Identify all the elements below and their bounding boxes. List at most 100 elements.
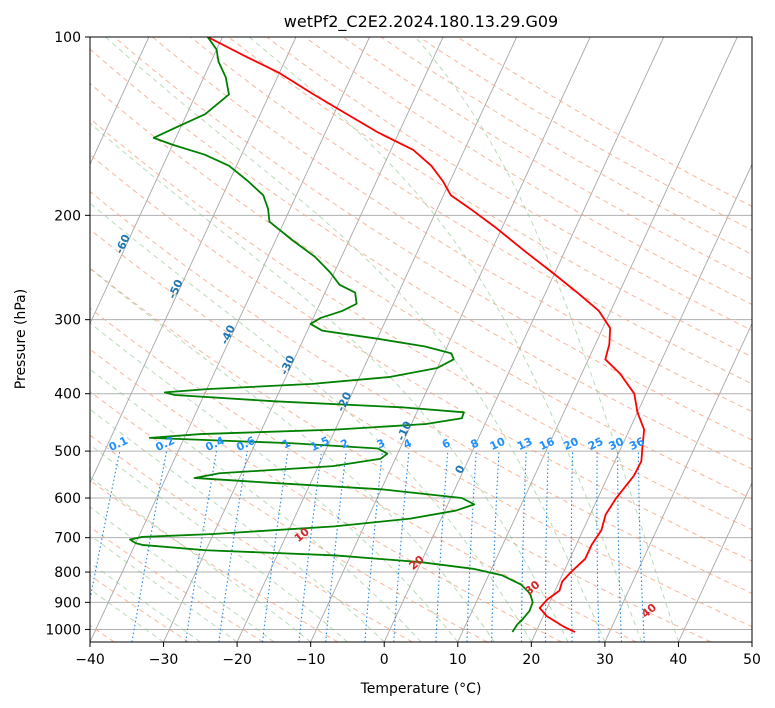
mixing-ratio-line — [261, 451, 289, 642]
mixing-ratio-line — [364, 451, 383, 642]
dry-adiabat-line — [152, 37, 752, 413]
y-tick-label: 900 — [54, 595, 81, 611]
y-tick-label: 1000 — [45, 622, 81, 638]
mixing-ratio-line — [185, 451, 218, 642]
moist-adiabat-line — [90, 588, 164, 642]
axis-ticks: −40 −30 −20 −10 0 10 20 30 40 50 100 200 300 400 500 60… — [45, 30, 761, 668]
moist-adiabat-line — [90, 267, 495, 642]
mixing-ratio-line — [596, 451, 600, 642]
isotherm-label: -80 — [12, 131, 32, 155]
isotherm-label: 0 — [453, 463, 468, 476]
dry-adiabat-line — [90, 526, 264, 642]
x-tick-label: 30 — [596, 652, 614, 668]
x-tick-label: −20 — [222, 652, 252, 668]
isotherm-label: -40 — [218, 323, 238, 347]
y-tick-label: 500 — [54, 444, 81, 460]
chart-title: wetPf2_C2E2.2024.180.13.29.G09 — [284, 12, 558, 32]
dry-adiabat-line — [90, 348, 562, 642]
mixing-ratio-label: 25 — [586, 435, 605, 453]
y-tick-label: 400 — [54, 387, 81, 403]
mixing-ratio-label: 10 — [488, 435, 508, 453]
profiles — [129, 37, 646, 633]
dry-adiabat-line — [266, 37, 752, 331]
moist-adiabat-line — [90, 368, 422, 642]
isotherm-line — [457, 37, 738, 642]
dry-adiabat-line — [342, 37, 752, 280]
x-axis-label: Temperature (°C) — [360, 681, 482, 697]
moist-adiabat-line — [90, 202, 532, 642]
x-tick-label: 10 — [449, 652, 467, 668]
isotherm-line — [751, 640, 752, 642]
dry-adiabat-line — [380, 37, 752, 255]
mixing-ratio-line — [325, 451, 347, 642]
isotherm-label: -60 — [113, 232, 133, 256]
mixing-ratio-line — [544, 451, 549, 642]
x-tick-label: 50 — [743, 652, 761, 668]
x-tick-label: 40 — [670, 652, 688, 668]
mixing-ratio-label: 30 — [607, 435, 627, 453]
mixing-ratio-line — [570, 451, 574, 642]
isotherm-line — [0, 37, 75, 642]
moist-adiabat-line — [248, 37, 643, 642]
mixing-ratio-line — [218, 451, 248, 642]
mixing-ratio-label: 6 — [440, 436, 453, 451]
mixing-ratio-line — [491, 451, 500, 642]
isotherm-line — [0, 37, 2, 642]
isotherm-line — [678, 481, 752, 642]
mixing-ratio-line — [466, 451, 477, 642]
dry-adiabat-line — [90, 434, 413, 642]
plot-frame — [89, 36, 753, 643]
dewpoint-line — [129, 37, 534, 633]
y-tick-label: 600 — [54, 491, 81, 507]
isotherm-label: -30 — [278, 353, 298, 377]
isotherm-label: -70 — [66, 175, 86, 199]
mixing-ratio-label: 36 — [627, 435, 647, 453]
y-tick-label: 800 — [54, 565, 81, 581]
mixing-ratio-line — [298, 451, 323, 642]
isotherm-line — [90, 37, 370, 642]
dry-adiabat-line — [228, 37, 752, 358]
mixing-ratio-label: 4 — [401, 436, 414, 451]
x-tick-label: 20 — [522, 652, 540, 668]
moist-adiabat-line — [90, 122, 569, 642]
isotherm-line — [530, 163, 752, 642]
y-tick-label: 200 — [54, 208, 81, 224]
isotherm-label: -50 — [166, 277, 186, 301]
moist-adiabat-line — [90, 408, 385, 642]
moist-adiabat-line — [90, 322, 459, 642]
dry-adiabat-line — [304, 37, 752, 306]
y-axis-label: Pressure (hPa) — [13, 289, 29, 389]
background-lines — [0, 37, 752, 642]
mixing-ratio-line — [90, 450, 121, 603]
dry-adiabat-label: 30 — [522, 578, 542, 598]
moist-adiabat-line — [90, 561, 201, 642]
isotherm-line — [163, 37, 444, 642]
y-tick-label: 300 — [54, 313, 81, 329]
y-tick-label: 700 — [54, 531, 81, 547]
isotherm-line — [90, 37, 150, 166]
dry-adiabat-line — [90, 190, 752, 594]
moist-adiabat-line — [90, 476, 311, 642]
dry-adiabat-line — [90, 82, 752, 500]
moist-adiabat-line — [90, 534, 238, 642]
dry-adiabat-line — [90, 479, 339, 642]
dry-adiabat-line — [190, 37, 752, 385]
moist-adiabat-line — [414, 37, 679, 642]
isotherm-line — [90, 37, 223, 325]
mixing-ratio-line — [435, 451, 449, 642]
mixing-ratio-line — [393, 451, 410, 642]
y-tick-label: 100 — [54, 30, 81, 46]
isotherm-line — [604, 322, 752, 642]
x-tick-label: −10 — [296, 652, 326, 668]
dry-adiabat-line — [114, 37, 752, 441]
dry-adiabat-line — [456, 37, 752, 207]
dry-adiabat-line — [90, 48, 752, 470]
mixing-ratio-line — [131, 450, 168, 642]
isotherm-line — [90, 37, 297, 484]
dry-adiabat-label: 40 — [639, 601, 659, 621]
dry-adiabat-line — [90, 307, 637, 642]
x-tick-label: −30 — [149, 652, 179, 668]
x-tick-label: −40 — [75, 652, 105, 668]
moist-adiabat-line — [90, 444, 348, 642]
